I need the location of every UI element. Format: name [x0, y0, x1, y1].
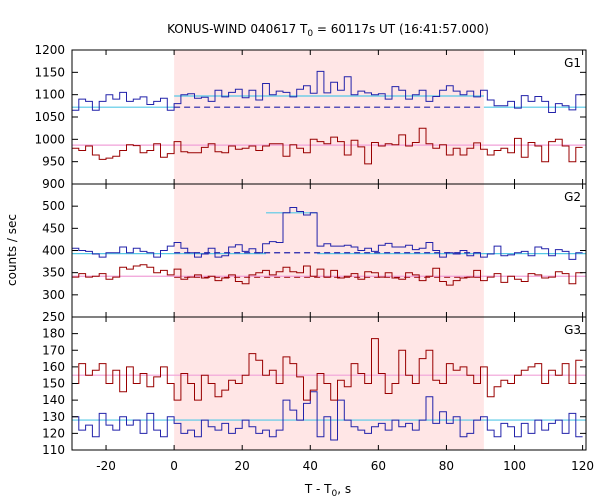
series-line	[72, 207, 583, 260]
y-tick-label: 450	[42, 221, 65, 235]
panel-label: G2	[564, 190, 581, 204]
y-tick-label: 1100	[34, 88, 65, 102]
highlight-region	[174, 184, 484, 317]
y-tick-label: 150	[42, 377, 65, 391]
y-tick-label: 1000	[34, 132, 65, 146]
y-tick-label: 950	[42, 155, 65, 169]
y-tick-label: 400	[42, 244, 65, 258]
x-axis-label: T - T0, s	[304, 482, 351, 499]
y-tick-label: 180	[42, 327, 65, 341]
y-axis-label: counts / sec	[5, 214, 19, 286]
x-tick-label: 40	[303, 459, 318, 473]
highlight-region	[174, 50, 484, 184]
y-tick-label: 170	[42, 343, 65, 357]
x-tick-label: 20	[235, 459, 250, 473]
panel-1: 900 950 1000 1050 1100 1150 1200 G1	[34, 43, 587, 191]
x-tick-label: 120	[571, 459, 594, 473]
y-tick-label: 1050	[34, 110, 65, 124]
x-tick-label: 80	[439, 459, 454, 473]
x-tick-label: -20	[96, 459, 116, 473]
y-tick-label: 120	[42, 426, 65, 440]
series-line	[72, 338, 583, 401]
y-tick-label: 350	[42, 266, 65, 280]
y-tick-label: 250	[42, 310, 65, 324]
y-tick-label: 1200	[34, 43, 65, 57]
panel-2: 250 300 350 400 450 500 G2	[42, 183, 587, 324]
y-tick-label: 1150	[34, 65, 65, 79]
y-tick-label: 900	[42, 177, 65, 191]
y-tick-label: 160	[42, 360, 65, 374]
series-line	[72, 391, 583, 441]
x-axis: -20 0 20 40 60 80 100 120	[96, 459, 594, 473]
series-line	[72, 127, 583, 165]
series-line	[72, 264, 583, 286]
panel-label: G3	[564, 323, 581, 337]
series-line	[72, 70, 583, 113]
x-tick-label: 100	[503, 459, 526, 473]
panel-label: G1	[564, 56, 581, 70]
y-tick-label: 140	[42, 393, 65, 407]
x-tick-label: 0	[170, 459, 178, 473]
y-tick-label: 500	[42, 199, 65, 213]
panel-3: 110 120 130 140 150 160 170 180 G3	[42, 316, 587, 457]
chart-title: KONUS-WIND 040617 T0 = 60117s UT (16:41:…	[167, 22, 489, 39]
y-tick-label: 300	[42, 288, 65, 302]
y-tick-label: 110	[42, 443, 65, 457]
y-tick-label: 130	[42, 410, 65, 424]
x-tick-label: 60	[371, 459, 386, 473]
